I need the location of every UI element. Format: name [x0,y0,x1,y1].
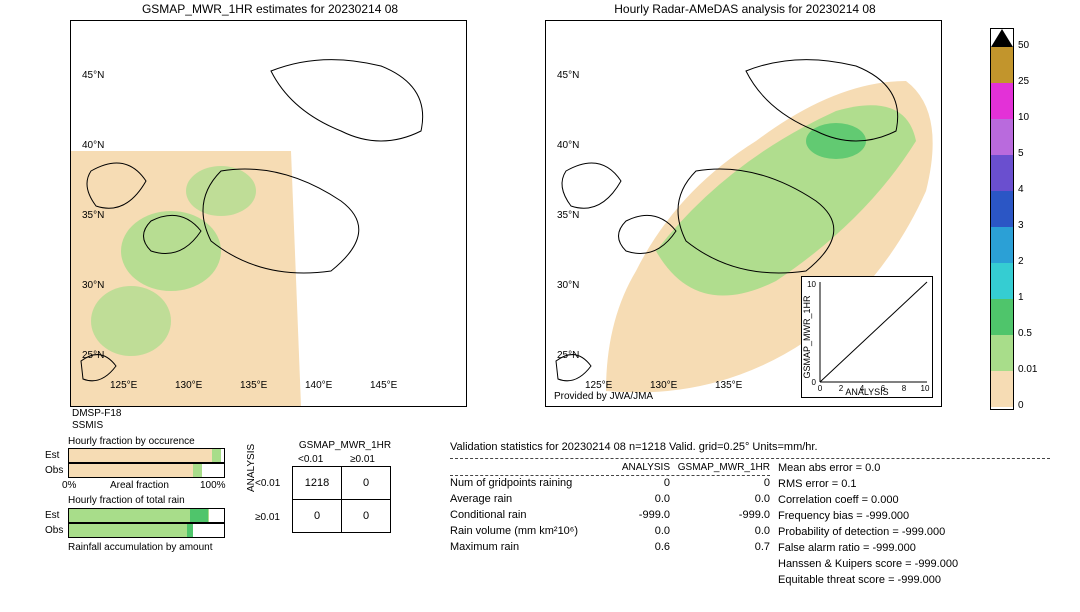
obs-label-1: Obs [45,465,63,476]
val-stat-line: RMS error = 0.1 [778,477,1048,493]
provided-by: Provided by JWA/JMA [554,391,653,402]
occ-est-bar [68,448,225,463]
val-stat-line: Mean abs error = 0.0 [778,461,1048,477]
l-lon-125: 125°E [110,380,137,391]
l-lon-145: 145°E [370,380,397,391]
r-lat-40: 40°N [557,140,579,151]
bars-xl: 0% [62,480,76,491]
val-header: Validation statistics for 20230214 08 n=… [450,440,1050,459]
conf-v22: 0 [342,500,391,533]
svg-text:4: 4 [860,384,865,393]
conf-v12: 0 [342,467,391,500]
val-row: Conditional rain-999.0-999.0 [450,508,770,524]
cb-2: 2 [1018,256,1024,267]
val-stat-line: Hanssen & Kuipers score = -999.000 [778,557,1048,573]
val-stat-line: Frequency bias = -999.000 [778,509,1048,525]
scatter-ylabel: GSMAP_MWR_1HR [802,295,812,379]
tot-est-bar [68,508,225,523]
validation-stats: Validation statistics for 20230214 08 n=… [450,440,1050,588]
scatter-plot: ANALYSIS GSMAP_MWR_1HR 0 2 4 6 8 10 0 10 [801,276,933,398]
l-lat-35: 35°N [82,210,104,221]
conf-row1: <0.01 [255,478,280,489]
val-stat-line: Equitable threat score = -999.000 [778,573,1048,589]
cb-5: 5 [1018,148,1024,159]
val-col1: ANALYSIS [600,461,670,476]
r-lon-135: 135°E [715,380,742,391]
conf-row2: ≥0.01 [255,512,280,523]
conf-col-title: GSMAP_MWR_1HR [295,440,395,451]
r-lat-30: 30°N [557,280,579,291]
conf-col2: ≥0.01 [350,454,375,465]
occ-obs-bar [68,463,225,478]
l-lat-40: 40°N [82,140,104,151]
conf-col1: <0.01 [298,454,323,465]
cb-50: 50 [1018,40,1029,51]
cb-0: 0 [1018,400,1024,411]
bars-title-3: Rainfall accumulation by amount [68,542,213,553]
diagonal-line [820,282,927,382]
r-lon-130: 130°E [650,380,677,391]
bars-title-2: Hourly fraction of total rain [68,495,185,506]
est-label-2: Est [45,510,59,521]
l-lat-45: 45°N [82,70,104,81]
conf-v21: 0 [293,500,342,533]
val-row: Maximum rain0.60.7 [450,540,770,556]
l-lat-25: 25°N [82,350,104,361]
val-row: Average rain0.00.0 [450,492,770,508]
obs-label-2: Obs [45,525,63,536]
bars-title-1: Hourly fraction by occurence [68,436,195,447]
r-lat-45: 45°N [557,70,579,81]
svg-text:8: 8 [902,384,907,393]
svg-text:10: 10 [921,384,930,393]
val-col2: GSMAP_MWR_1HR [670,461,770,476]
left-map-sensor: SSMIS [72,420,103,431]
svg-text:2: 2 [839,384,844,393]
confusion-table: 12180 00 [292,466,391,533]
l-lon-135: 135°E [240,380,267,391]
l-lon-140: 140°E [305,380,332,391]
cb-0p01: 0.01 [1018,364,1037,375]
bars-xr: 100% [200,480,226,491]
rain-patch-2 [91,286,171,356]
svg-text:0: 0 [818,384,823,393]
rain-patch-3 [186,166,256,216]
colorbar [990,28,1014,410]
r-lon-125: 125°E [585,380,612,391]
est-label-1: Est [45,450,59,461]
left-map-title: GSMAP_MWR_1HR estimates for 20230214 08 [70,2,470,16]
val-stat-line: False alarm ratio = -999.000 [778,541,1048,557]
val-row: Num of gridpoints raining00 [450,476,770,492]
right-map-title: Hourly Radar-AMeDAS analysis for 2023021… [545,2,945,16]
rain-patch-1 [121,211,221,291]
val-stat-line: Probability of detection = -999.000 [778,525,1048,541]
r-lat-25: 25°N [557,350,579,361]
hokkaido-outline [271,60,423,141]
svg-text:6: 6 [881,384,886,393]
svg-text:0: 0 [812,378,817,387]
tot-obs-bar [68,523,225,538]
conf-v11: 1218 [293,467,342,500]
cb-25: 25 [1018,76,1029,87]
cb-3: 3 [1018,220,1024,231]
l-lat-30: 30°N [82,280,104,291]
korea-outline-r [562,163,621,208]
val-stat-line: Correlation coeff = 0.000 [778,493,1048,509]
val-row: Rain volume (mm km²10⁶)0.00.0 [450,524,770,540]
svg-text:10: 10 [807,280,816,289]
left-map [70,20,467,407]
right-map: Provided by JWA/JMA ANALYSIS GSMAP_MWR_1… [545,20,942,407]
r-lat-35: 35°N [557,210,579,221]
cb-4: 4 [1018,184,1024,195]
cb-0p5: 0.5 [1018,328,1032,339]
bars-xm: Areal fraction [110,480,169,491]
cb-10: 10 [1018,112,1029,123]
cb-1: 1 [1018,292,1024,303]
l-lon-130: 130°E [175,380,202,391]
left-map-sat: DMSP-F18 [72,408,121,419]
